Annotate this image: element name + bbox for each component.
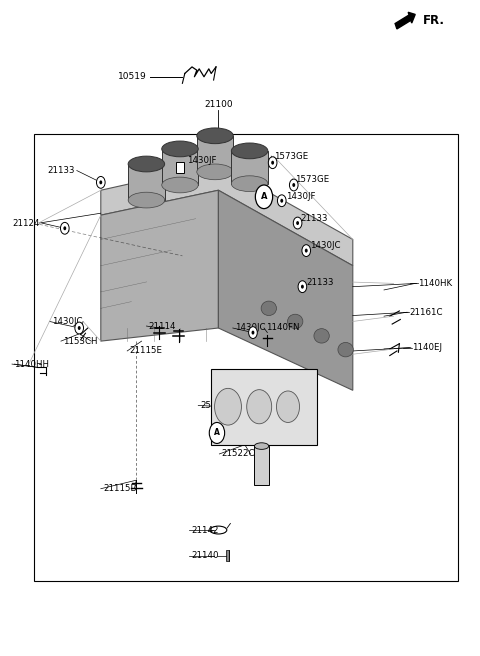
Ellipse shape xyxy=(288,314,303,329)
Ellipse shape xyxy=(162,141,198,157)
Bar xyxy=(211,369,317,445)
Ellipse shape xyxy=(197,164,233,180)
Ellipse shape xyxy=(231,143,268,159)
Circle shape xyxy=(78,326,81,330)
Circle shape xyxy=(209,422,225,443)
Circle shape xyxy=(271,161,274,165)
Ellipse shape xyxy=(128,156,165,172)
Text: 1573GE: 1573GE xyxy=(274,152,308,161)
Text: 1430JC: 1430JC xyxy=(52,317,83,326)
Text: 1430JC: 1430JC xyxy=(310,241,340,251)
Text: 1140FN: 1140FN xyxy=(266,323,300,333)
Polygon shape xyxy=(218,190,353,390)
Circle shape xyxy=(292,183,295,187)
Circle shape xyxy=(63,226,66,230)
Circle shape xyxy=(301,285,304,289)
Polygon shape xyxy=(162,149,198,185)
Circle shape xyxy=(247,390,272,424)
Text: 1140HK: 1140HK xyxy=(418,279,452,288)
Ellipse shape xyxy=(231,176,268,192)
Text: 21124: 21124 xyxy=(12,218,39,228)
Text: 21133: 21133 xyxy=(300,214,327,223)
Text: 21133: 21133 xyxy=(306,277,334,287)
Ellipse shape xyxy=(254,443,269,449)
Text: 25124D: 25124D xyxy=(201,401,235,410)
Circle shape xyxy=(75,322,84,334)
Circle shape xyxy=(280,199,283,203)
Circle shape xyxy=(296,221,299,225)
Bar xyxy=(226,550,229,561)
FancyArrow shape xyxy=(395,12,415,29)
Text: FR.: FR. xyxy=(422,14,444,28)
Circle shape xyxy=(293,217,302,229)
Text: 1153CH: 1153CH xyxy=(63,337,98,346)
Circle shape xyxy=(99,180,102,184)
Polygon shape xyxy=(197,136,233,172)
Text: 1140EJ: 1140EJ xyxy=(412,343,442,352)
Circle shape xyxy=(249,327,257,338)
Text: 1430JF: 1430JF xyxy=(187,156,216,165)
Ellipse shape xyxy=(314,329,329,343)
Ellipse shape xyxy=(128,192,165,208)
Circle shape xyxy=(215,388,241,425)
Bar xyxy=(254,446,269,485)
Text: 1430JF: 1430JF xyxy=(286,192,315,201)
Circle shape xyxy=(302,245,311,256)
Bar xyxy=(176,162,184,173)
Text: 1573GE: 1573GE xyxy=(295,174,329,184)
Text: 1430JC: 1430JC xyxy=(235,323,266,333)
Circle shape xyxy=(96,176,105,188)
Text: 21100: 21100 xyxy=(204,100,233,110)
Circle shape xyxy=(60,222,69,234)
Polygon shape xyxy=(101,164,353,266)
Circle shape xyxy=(268,157,277,169)
Circle shape xyxy=(305,249,308,253)
Text: 21114: 21114 xyxy=(149,321,176,331)
Circle shape xyxy=(252,331,254,335)
Ellipse shape xyxy=(261,301,276,316)
Text: 10519: 10519 xyxy=(118,72,146,81)
Text: 21142: 21142 xyxy=(191,525,218,535)
Text: A: A xyxy=(261,192,267,201)
Text: 21522C: 21522C xyxy=(222,449,255,459)
Text: 21133: 21133 xyxy=(47,166,74,175)
Ellipse shape xyxy=(162,177,198,193)
Text: 1140GD: 1140GD xyxy=(281,399,316,408)
Text: 21140: 21140 xyxy=(191,551,218,560)
Circle shape xyxy=(255,185,273,209)
Circle shape xyxy=(298,281,307,293)
Ellipse shape xyxy=(197,128,233,144)
Circle shape xyxy=(289,179,298,191)
Polygon shape xyxy=(101,190,218,341)
Text: 21161C: 21161C xyxy=(409,308,443,317)
Circle shape xyxy=(277,195,286,207)
Circle shape xyxy=(276,391,300,422)
Text: 21115E: 21115E xyxy=(130,346,163,356)
Bar xyxy=(34,134,458,581)
Polygon shape xyxy=(128,164,165,200)
Text: 1140HH: 1140HH xyxy=(14,359,49,369)
Text: 21119B: 21119B xyxy=(234,423,267,432)
Polygon shape xyxy=(231,151,268,184)
Text: A: A xyxy=(214,428,220,438)
Text: 21115D: 21115D xyxy=(103,484,137,493)
Ellipse shape xyxy=(338,342,353,357)
